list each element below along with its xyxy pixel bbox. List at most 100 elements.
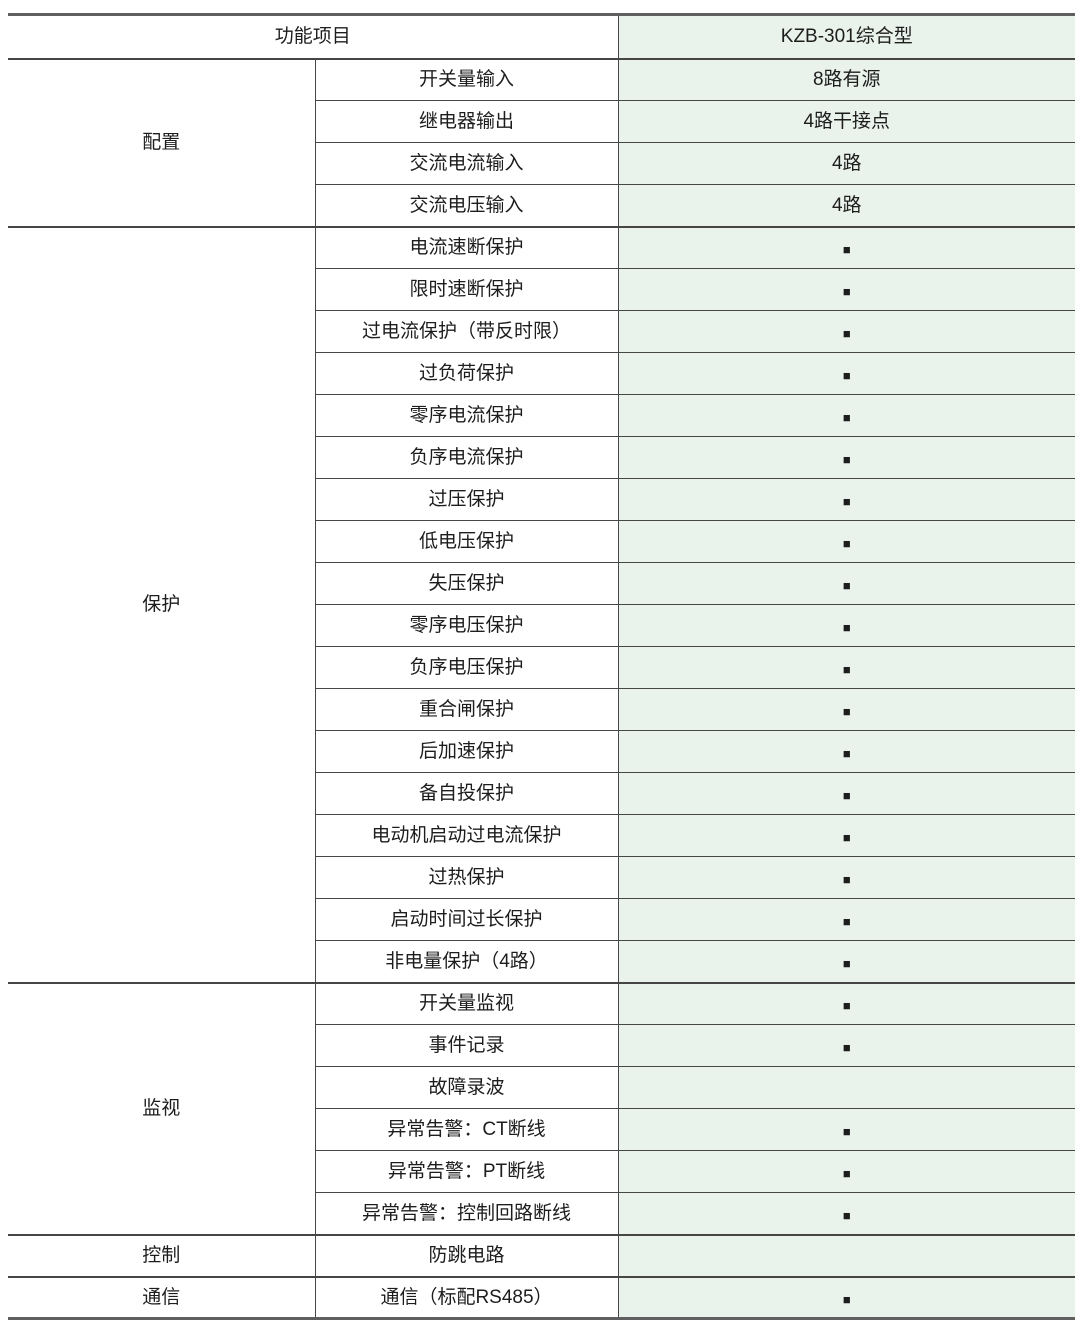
table-row: 非电量保护（4路） ■ xyxy=(8,940,1076,983)
table-row: 监视 开关量监视 ■ xyxy=(8,982,1076,1235)
table-row: 交流电压输入 4路 xyxy=(8,184,1076,227)
table-row: 过负荷保护 ■ xyxy=(8,352,1076,395)
check-square: ■ xyxy=(842,620,851,635)
value-text: 4路 xyxy=(831,194,862,216)
table-row: 负序电流保护 ■ xyxy=(8,436,1076,479)
header-function-items: 功能项目 xyxy=(8,14,619,60)
item-cell: 零序电压保护 xyxy=(314,604,619,647)
value-cell: ■ xyxy=(617,268,1076,311)
item-cell: 开关量输入 xyxy=(314,58,619,101)
item-cell: 电动机启动过电流保护 xyxy=(314,814,619,857)
table-row: 过压保护 ■ xyxy=(8,478,1076,521)
section-communication: 通信 通信（标配RS485） ■ xyxy=(8,1276,1076,1319)
check-square: ■ xyxy=(842,536,851,551)
check-square: ■ xyxy=(842,955,851,971)
value-cell: ■ xyxy=(617,478,1076,521)
item-cell: 事件记录 xyxy=(314,1024,619,1067)
value-text: 4路干接点 xyxy=(803,111,891,132)
group-cell: 配置 xyxy=(8,58,315,227)
value-cell: ■ xyxy=(617,520,1076,563)
check-square: ■ xyxy=(842,704,851,719)
item-cell: 过电流保护（带反时限） xyxy=(314,310,619,353)
value-cell: ■ xyxy=(617,1024,1076,1067)
value-cell: ■ xyxy=(617,1150,1076,1193)
check-square: ■ xyxy=(842,746,851,761)
value-cell: ■ xyxy=(617,604,1076,647)
table-row: 备自投保护 ■ xyxy=(8,772,1076,815)
spec-table: 功能项目 KZB-301综合型 配置 开关量输入 8路有源 继电器输出 4路干接点交流电… xyxy=(8,13,1076,1320)
table-row: 控制 防跳电路 xyxy=(8,1234,1076,1277)
value-cell: ■ xyxy=(617,436,1076,479)
value-cell: ■ xyxy=(617,226,1076,269)
section-control: 控制 防跳电路 xyxy=(8,1234,1076,1277)
table-row: 过电流保护（带反时限） ■ xyxy=(8,310,1076,353)
value-cell: ■ xyxy=(617,1276,1076,1319)
item-cell: 限时速断保护 xyxy=(314,268,619,311)
item-cell: 防跳电路 xyxy=(314,1234,619,1277)
item-cell: 继电器输出 xyxy=(314,100,619,143)
header-row: 功能项目 KZB-301综合型 xyxy=(8,14,1076,60)
item-cell: 异常告警：PT断线 xyxy=(314,1150,619,1193)
table-row: 零序电流保护 ■ xyxy=(8,394,1076,437)
item-cell: 交流电流输入 xyxy=(314,142,619,185)
item-cell: 过负荷保护 xyxy=(314,352,619,395)
value-cell: 8路有源 xyxy=(617,58,1076,101)
check-square: ■ xyxy=(842,872,851,887)
table-row: 异常告警：PT断线 ■ xyxy=(8,1150,1076,1193)
value-cell: 4路 xyxy=(617,142,1076,185)
table-header: 功能项目 KZB-301综合型 xyxy=(8,14,1076,60)
value-cell: ■ xyxy=(617,898,1076,941)
value-cell: ■ xyxy=(617,310,1076,353)
group-cell: 控制 xyxy=(8,1234,315,1277)
item-cell: 故障录波 xyxy=(314,1066,619,1109)
section-protection: 保护 电流速断保护 ■ 限时速断保护 ■ 过电流保护（带反时限） ■ 过负荷保护 ■ 零序电流保护… xyxy=(8,226,1076,983)
item-cell: 非电量保护（4路） xyxy=(314,940,619,983)
table-row: 限时速断保护 ■ xyxy=(8,268,1076,311)
value-cell: ■ xyxy=(617,646,1076,689)
value-cell: ■ xyxy=(617,688,1076,731)
item-cell: 负序电压保护 xyxy=(314,646,619,689)
check-square: ■ xyxy=(842,578,851,593)
value-cell: ■ xyxy=(617,772,1076,815)
item-cell: 异常告警：控制回路断线 xyxy=(314,1192,619,1235)
item-cell: 低电压保护 xyxy=(314,520,619,563)
table-row: 故障录波 xyxy=(8,1066,1076,1109)
value-cell: ■ xyxy=(617,1108,1076,1151)
value-cell: ■ xyxy=(617,982,1076,1025)
item-cell: 开关量监视 xyxy=(314,982,619,1025)
table-row: 交流电流输入 4路 xyxy=(8,142,1076,185)
check-square: ■ xyxy=(842,284,851,299)
check-square: ■ xyxy=(842,1040,851,1055)
check-square: ■ xyxy=(842,662,851,677)
table-row: 后加速保护 ■ xyxy=(8,730,1076,773)
value-cell: ■ xyxy=(617,856,1076,899)
item-cell: 异常告警：CT断线 xyxy=(314,1108,619,1151)
check-square: ■ xyxy=(842,788,851,803)
value-cell: 4路 xyxy=(617,184,1076,227)
check-square: ■ xyxy=(842,242,851,258)
check-square: ■ xyxy=(842,998,851,1014)
check-square: ■ xyxy=(842,494,851,509)
item-cell: 电流速断保护 xyxy=(314,226,619,269)
check-square: ■ xyxy=(842,1166,851,1181)
check-square: ■ xyxy=(842,326,851,341)
table-row: 负序电压保护 ■ xyxy=(8,646,1076,689)
table-row: 事件记录 ■ xyxy=(8,1024,1076,1067)
table-row: 保护 电流速断保护 ■ xyxy=(8,226,1076,983)
value-cell: ■ xyxy=(617,352,1076,395)
table-row: 启动时间过长保护 ■ xyxy=(8,898,1076,941)
header-model-kzb-301: KZB-301综合型 xyxy=(617,14,1076,60)
item-cell: 负序电流保护 xyxy=(314,436,619,479)
value-cell: ■ xyxy=(617,730,1076,773)
section-config: 配置 开关量输入 8路有源 继电器输出 4路干接点 交流电流输入 4路 交流电压输入 4路 xyxy=(8,58,1076,227)
check-square: ■ xyxy=(842,1124,851,1139)
item-cell: 备自投保护 xyxy=(314,772,619,815)
value-cell: ■ xyxy=(617,940,1076,983)
value-cell: ■ xyxy=(617,814,1076,857)
item-cell: 过压保护 xyxy=(314,478,619,521)
value-cell xyxy=(617,1234,1076,1277)
check-square: ■ xyxy=(842,1291,851,1307)
table-row: 过热保护 ■ xyxy=(8,856,1076,899)
table-row: 异常告警：控制回路断线 ■ xyxy=(8,1192,1076,1235)
